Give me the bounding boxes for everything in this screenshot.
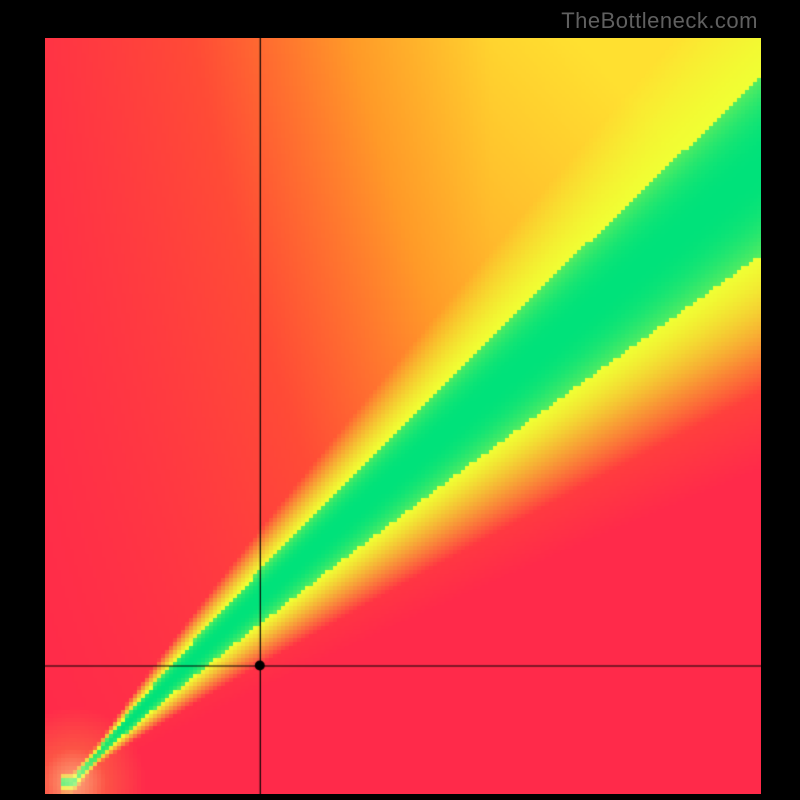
bottleneck-heatmap — [45, 38, 761, 794]
chart-container: TheBottleneck.com — [0, 0, 800, 800]
watermark-text: TheBottleneck.com — [561, 8, 758, 34]
